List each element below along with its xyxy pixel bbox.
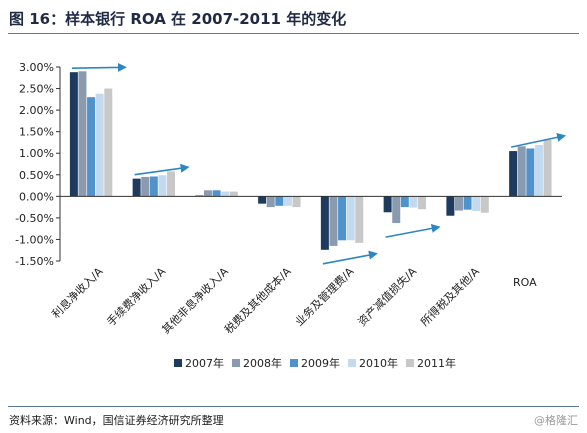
x-category-label: 业务及管理费/A — [292, 264, 357, 329]
legend-item: 2009年 — [290, 356, 340, 370]
legend-swatch — [174, 359, 182, 367]
legend-swatch — [290, 359, 298, 367]
bar — [472, 196, 481, 211]
legend-label: 2007年 — [185, 356, 224, 370]
legend-swatch — [232, 359, 240, 367]
trend-arrow — [510, 132, 567, 148]
y-tick-label: 3.00% — [19, 61, 54, 74]
bar — [534, 145, 543, 197]
legend: 2007年 2008年 2009年 2010年 2011年 — [174, 356, 456, 370]
trend-arrow — [71, 62, 127, 72]
x-category-label: 资产减值损失/A — [355, 264, 420, 329]
bar — [480, 196, 489, 213]
y-tick-label: 1.00% — [19, 147, 54, 160]
legend-item: 2011年 — [406, 356, 456, 370]
trend-arrow — [322, 250, 378, 265]
legend-item: 2008年 — [232, 356, 282, 370]
x-category-label: 所得税及其他/A — [417, 264, 482, 329]
footer-divider — [8, 406, 579, 407]
bar-chart: 3.00% 2.50% 2.00% 1.50% 1.00% 0.50% 0.00% -0.50… — [15, 61, 567, 370]
y-tick-label: 2.50% — [19, 83, 54, 96]
figure-title: 图 16：样本银行 ROA 在 2007-2011 年的变化 — [9, 10, 347, 28]
legend-item: 2007年 — [174, 356, 224, 370]
bar — [141, 176, 150, 197]
bar — [392, 196, 401, 224]
legend-label: 2008年 — [243, 356, 282, 370]
bar — [409, 196, 418, 208]
bar — [229, 191, 238, 197]
bar — [275, 196, 284, 206]
legend-label: 2011年 — [417, 356, 456, 370]
bar — [221, 191, 230, 197]
bar — [266, 196, 275, 208]
bar — [463, 196, 472, 210]
legend-swatch — [348, 359, 356, 367]
title-divider — [8, 33, 579, 34]
bar — [158, 175, 167, 197]
x-axis: 利息净收入/A手续费净收入/A其他非息净收入/A税费及其他成本/A业务及管理费/… — [49, 195, 562, 337]
y-tick-label: -1.50% — [15, 255, 54, 268]
bar — [149, 176, 158, 197]
bar — [517, 146, 526, 197]
bar — [283, 196, 292, 206]
bar — [338, 196, 347, 241]
y-axis: 3.00% 2.50% 2.00% 1.50% 1.00% 0.50% 0.00% -0.50… — [15, 61, 61, 268]
bars — [69, 71, 552, 250]
trend-arrow — [385, 223, 441, 238]
bar — [167, 171, 176, 197]
bar — [355, 196, 364, 243]
y-tick-label: -0.50% — [15, 212, 54, 225]
x-category-label: 手续费净收入/A — [104, 264, 169, 329]
bar — [509, 151, 518, 197]
y-tick-label: -1.00% — [15, 233, 54, 246]
bar — [346, 196, 355, 241]
bar — [258, 196, 267, 204]
watermark: @格隆汇 — [534, 414, 578, 427]
legend-item: 2010年 — [348, 356, 398, 370]
x-category-label: 税费及其他成本/A — [221, 264, 294, 337]
bar — [132, 178, 141, 197]
y-tick-label: 0.00% — [19, 190, 54, 203]
bar — [78, 71, 87, 197]
y-tick-label: 1.50% — [19, 126, 54, 139]
bar — [329, 196, 338, 246]
bar — [418, 196, 427, 210]
x-category-label: 利息净收入/A — [49, 264, 106, 321]
x-category-label: ROA — [513, 276, 537, 289]
y-tick-label: 0.50% — [19, 169, 54, 182]
y-tick-label: 2.00% — [19, 104, 54, 117]
bar — [320, 196, 329, 250]
bar — [400, 196, 409, 208]
x-category-label: 其他非息净收入/A — [159, 264, 232, 337]
bar — [543, 139, 552, 197]
bar — [212, 190, 221, 197]
bar — [454, 196, 463, 211]
bar — [292, 196, 301, 208]
trend-arrows — [71, 62, 567, 265]
bar — [95, 93, 104, 197]
bar — [446, 196, 455, 216]
bar — [383, 196, 392, 213]
legend-label: 2009年 — [301, 356, 340, 370]
bar — [526, 148, 535, 197]
legend-swatch — [406, 359, 414, 367]
bar — [69, 72, 78, 197]
legend-label: 2010年 — [359, 356, 398, 370]
bar — [203, 190, 212, 197]
bar — [87, 97, 96, 197]
source-note: 资料来源：Wind，国信证券经济研究所整理 — [9, 414, 224, 427]
bar — [104, 88, 113, 197]
trend-arrow — [134, 163, 190, 176]
